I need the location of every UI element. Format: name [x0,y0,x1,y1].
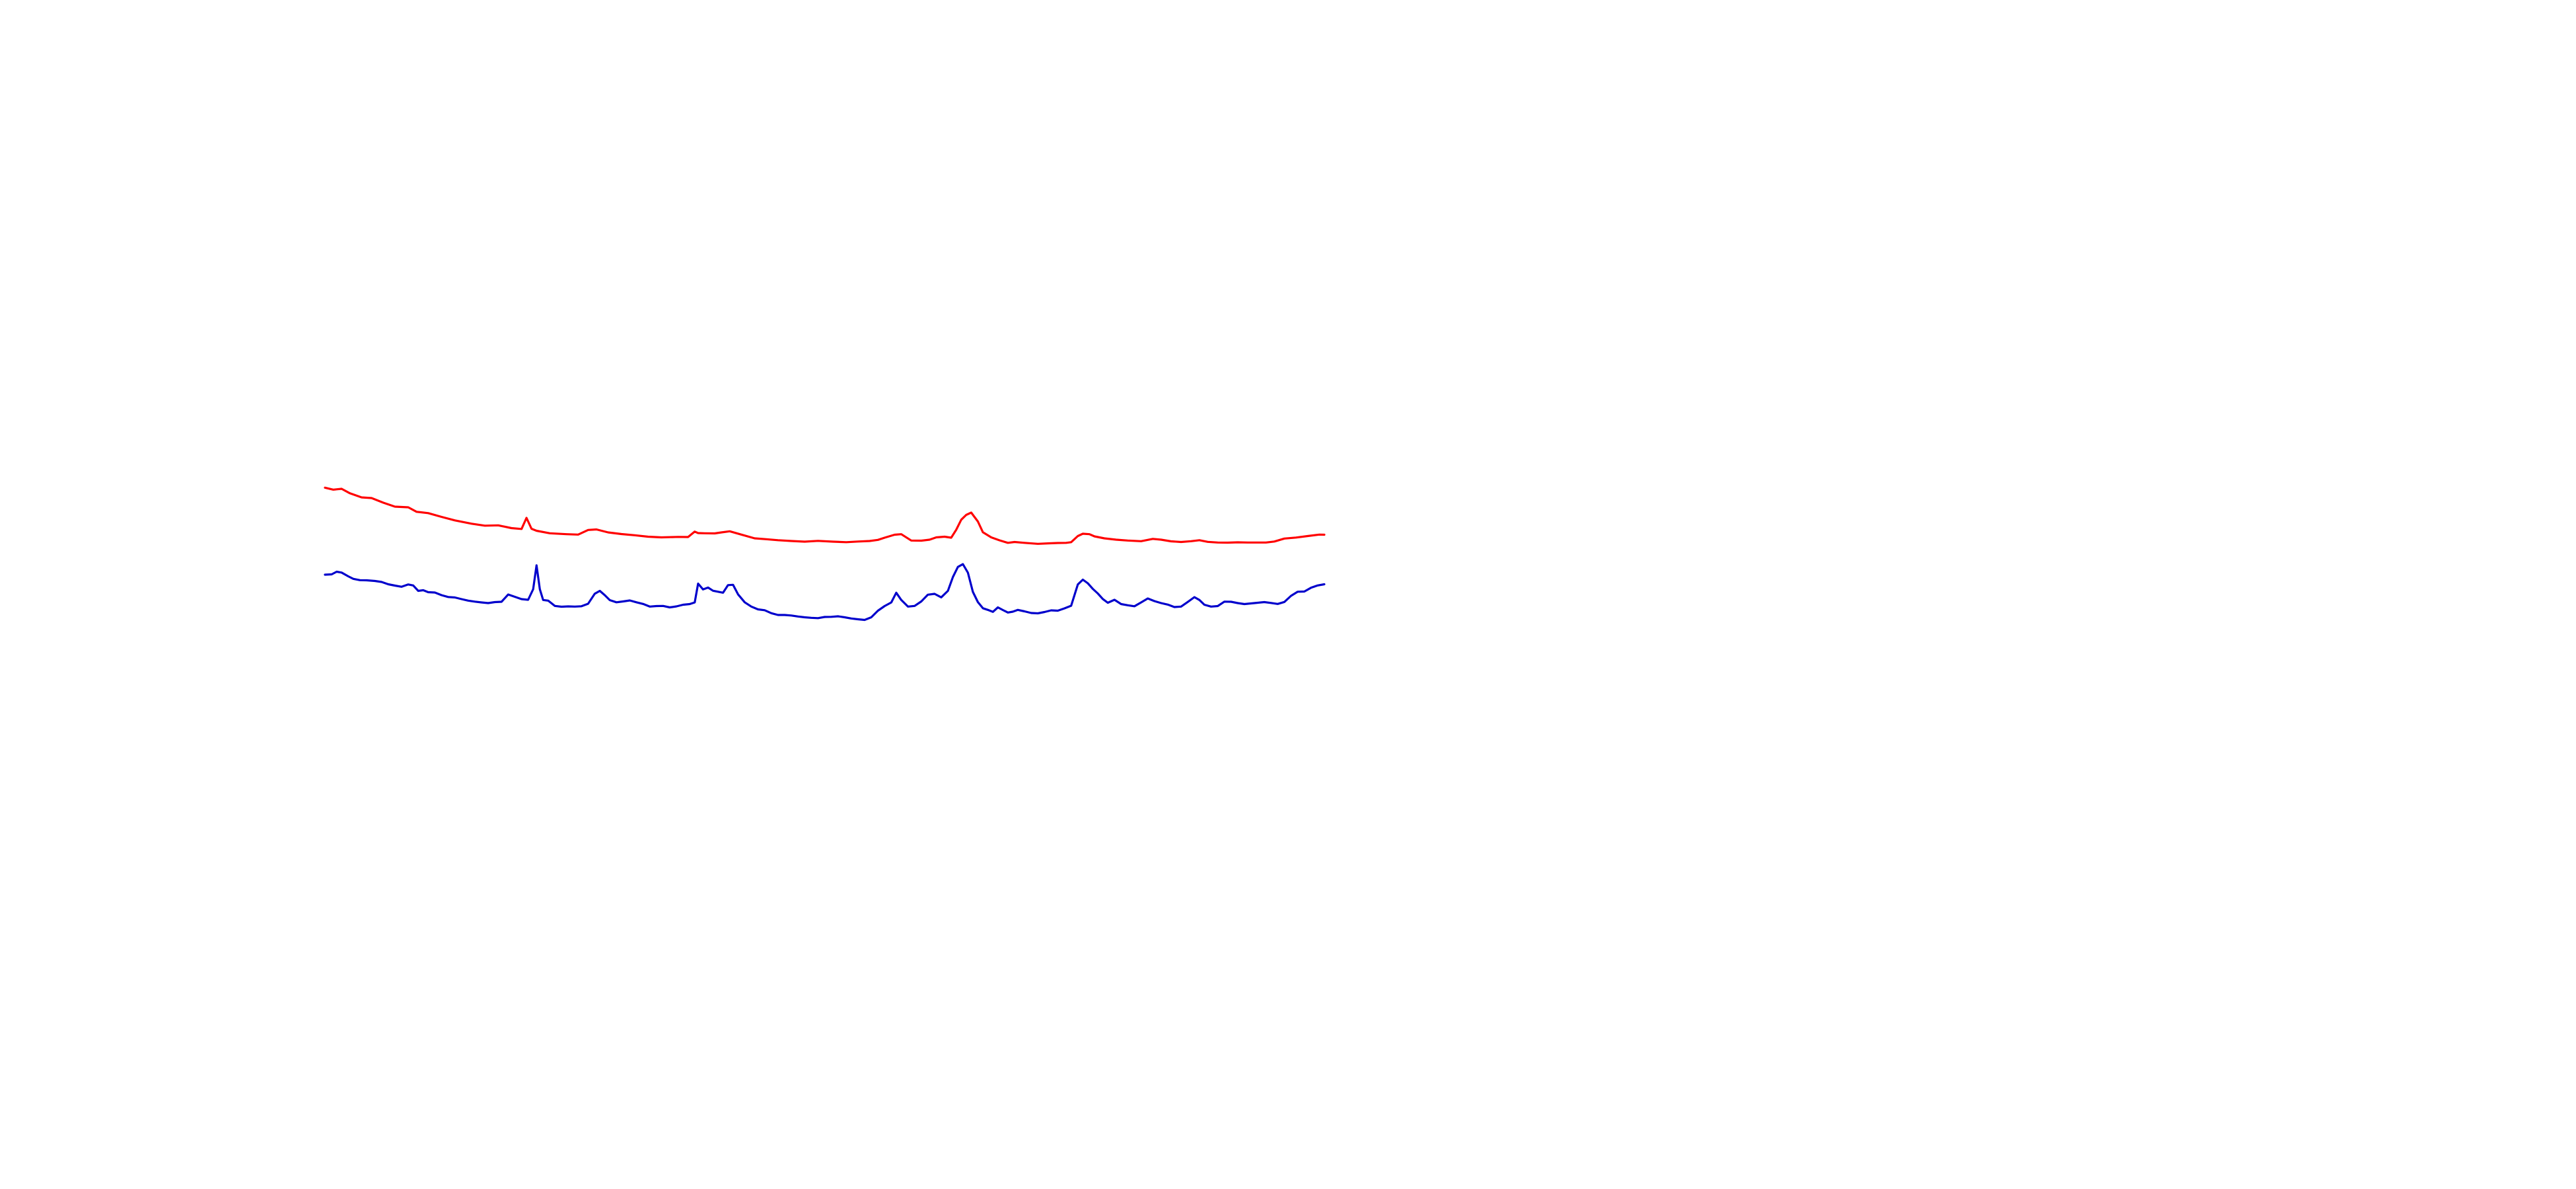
plot-area [324,486,1326,622]
series-line-1 [324,486,1326,545]
series-line-2 [324,563,1326,622]
